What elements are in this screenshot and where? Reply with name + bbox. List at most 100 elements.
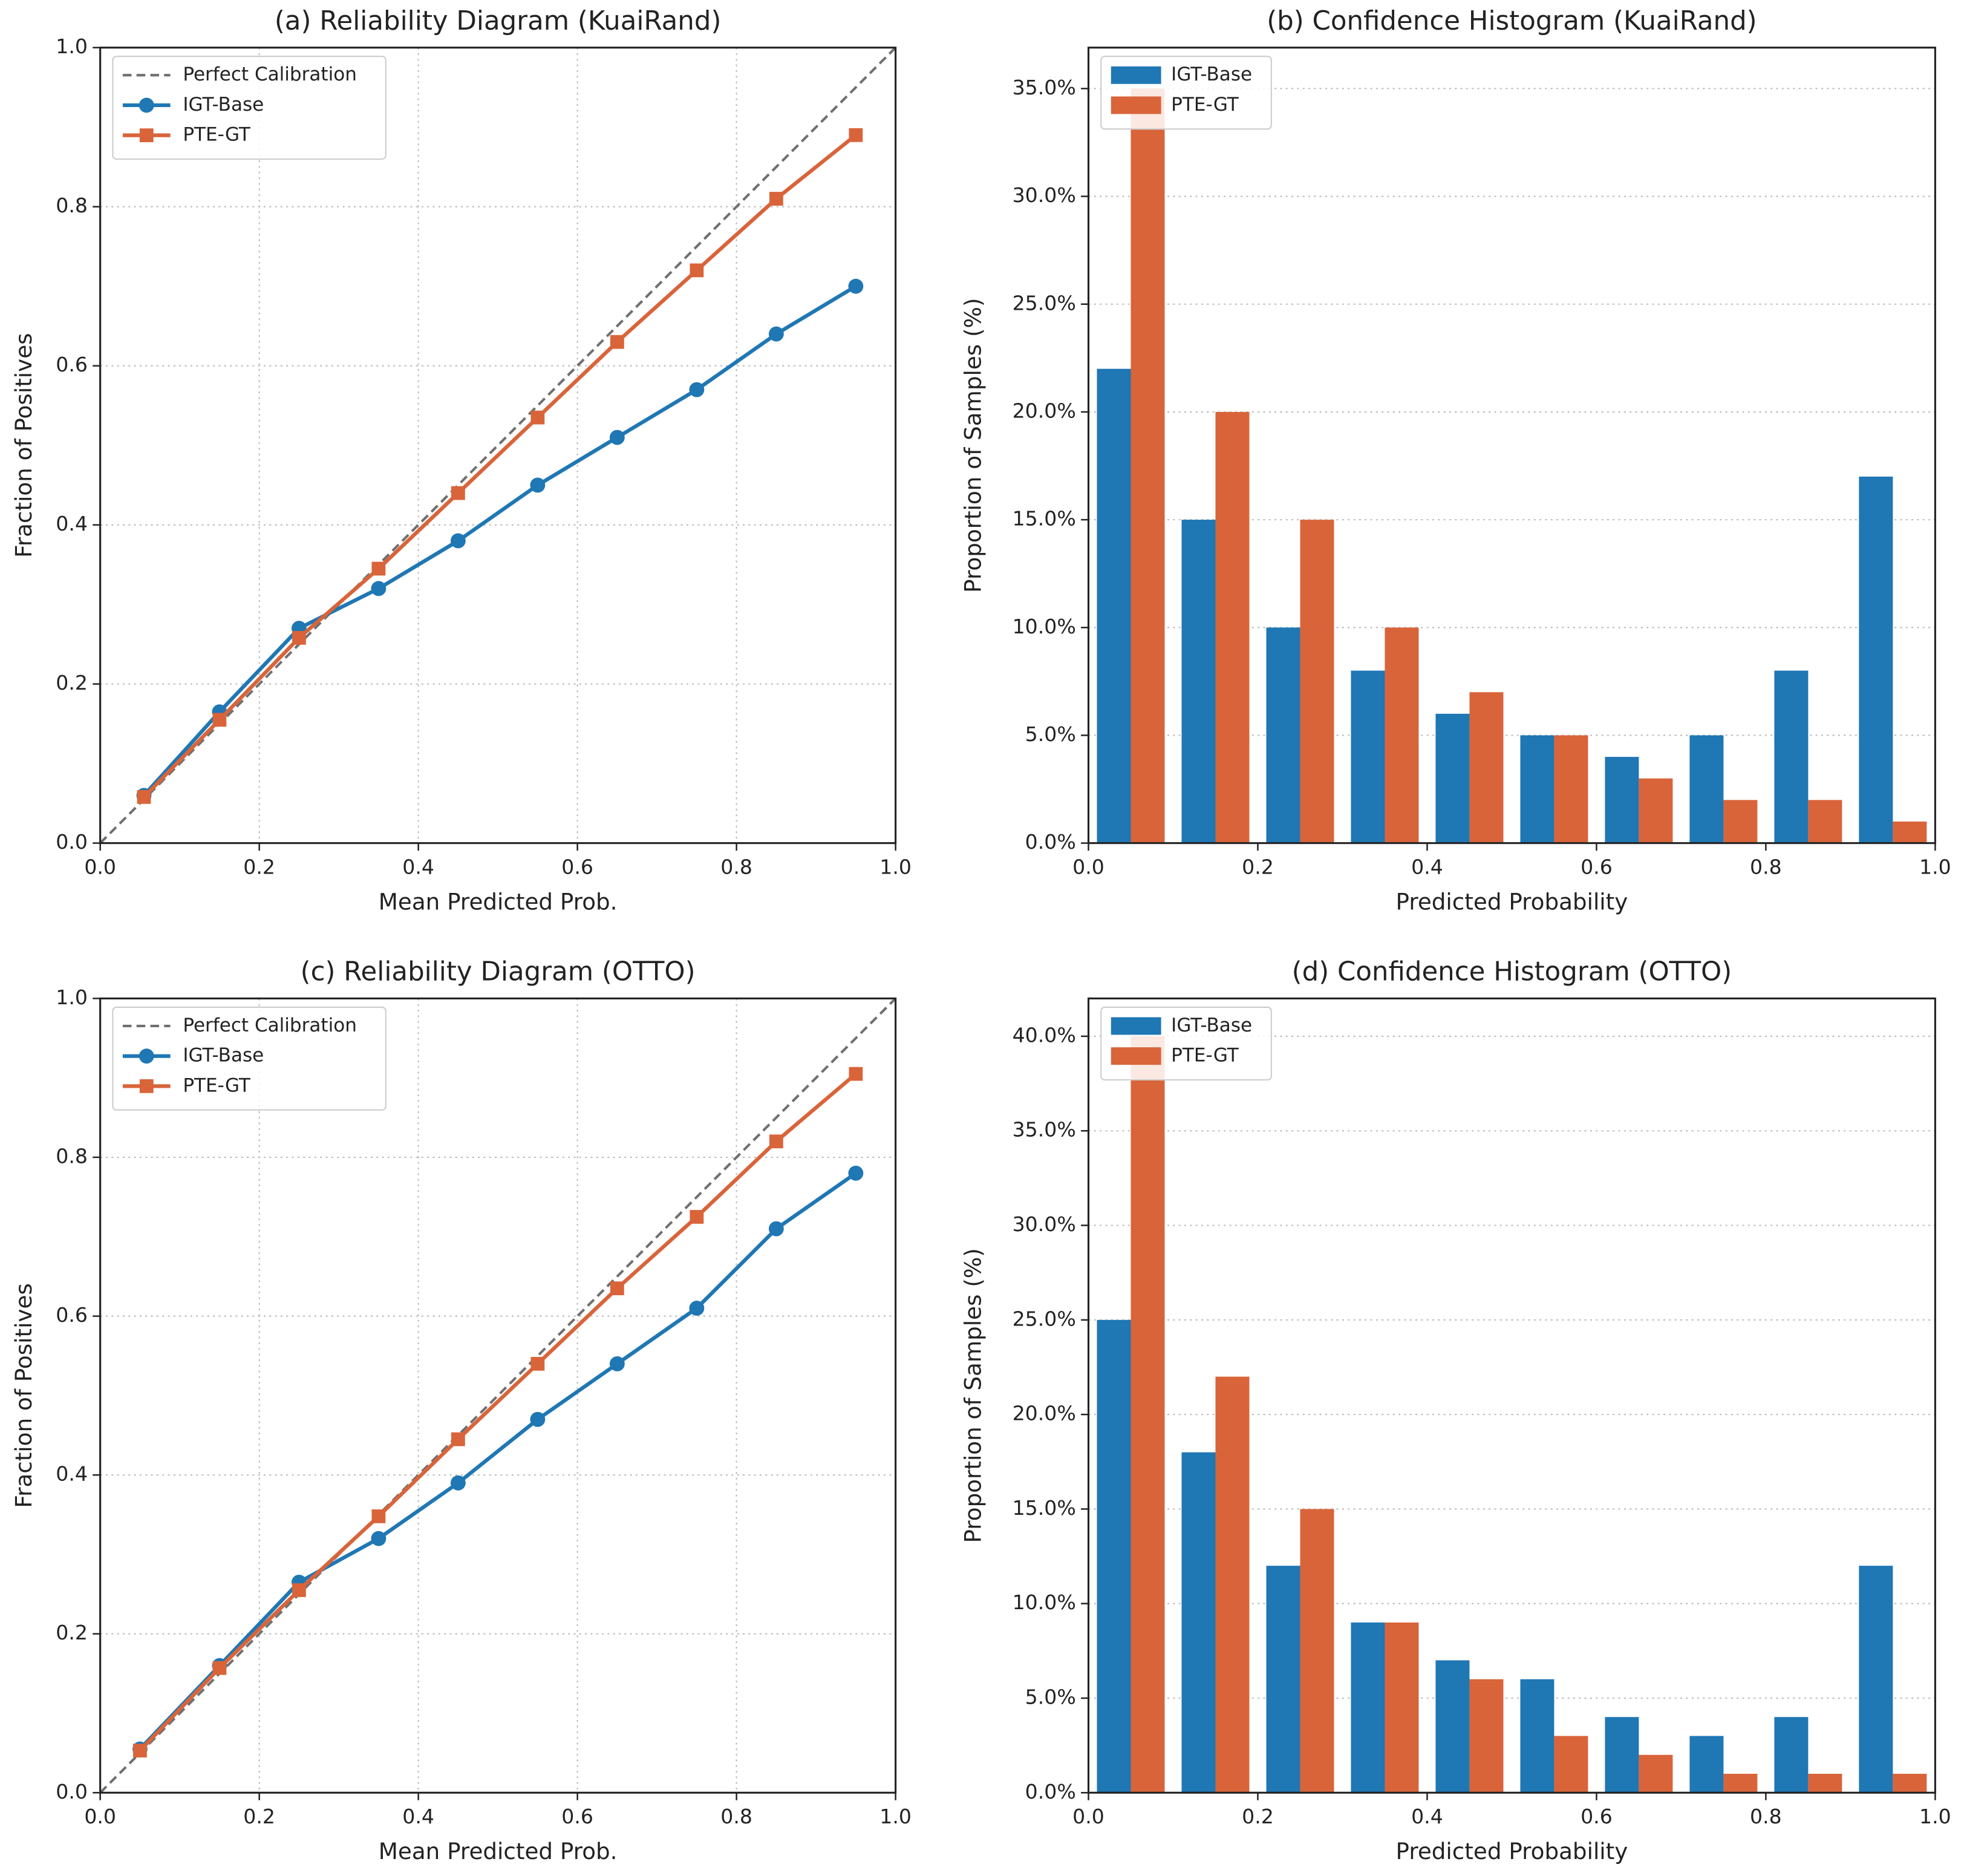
bar <box>1300 1509 1334 1793</box>
y-tick-label: 15.0% <box>1013 507 1076 531</box>
legend-swatch <box>1111 66 1161 84</box>
x-tick-label: 0.2 <box>243 855 275 879</box>
bar <box>1774 1717 1809 1793</box>
series-line <box>139 1072 857 1752</box>
legend-box <box>112 1006 387 1111</box>
legend-label: PTE-GT <box>183 124 251 146</box>
bar <box>1130 88 1165 843</box>
bar <box>1859 1566 1893 1793</box>
x-tick-label: 0.2 <box>243 1805 275 1828</box>
bar <box>1808 800 1842 843</box>
marker <box>139 1048 154 1064</box>
bar <box>1605 1717 1639 1793</box>
bar <box>1351 670 1385 843</box>
marker <box>292 1583 306 1597</box>
legend: Perfect Calibration IGT-Base PTE-GT <box>112 1006 387 1111</box>
panel: 0.0 0.2 0.4 0.6 0.8 1.0 0.0 0.2 0.4 0.6 0.8 1.0 (a) … <box>10 6 912 915</box>
marker <box>292 630 306 645</box>
marker <box>689 382 705 397</box>
bar <box>1689 1736 1724 1793</box>
legend-label: PTE-GT <box>1171 1045 1239 1067</box>
y-axis-label: Proportion of Samples (%) <box>960 1248 987 1543</box>
legend-label: IGT-Base <box>1171 1015 1252 1036</box>
x-axis-label: Mean Predicted Prob. <box>379 889 618 915</box>
y-tick-label: 40.0% <box>1013 1023 1076 1047</box>
marker <box>769 192 783 206</box>
x-tick-label: 0.8 <box>720 855 752 879</box>
bar <box>1808 1774 1842 1793</box>
x-tick-label: 1.0 <box>879 855 912 879</box>
bar <box>1774 670 1809 843</box>
marker <box>530 477 546 493</box>
chart-title: (c) Reliability Diagram (OTTO) <box>301 956 696 987</box>
legend-swatch <box>1111 1047 1161 1065</box>
marker <box>768 1221 784 1237</box>
y-axis-label: Fraction of Positives <box>10 1283 37 1508</box>
x-tick-label: 0.0 <box>1072 855 1104 879</box>
marker <box>690 263 704 278</box>
bar <box>1351 1622 1385 1793</box>
axes-frame <box>1087 47 1936 845</box>
bar <box>1215 411 1250 843</box>
x-tick-label: 0.2 <box>1242 1805 1274 1828</box>
bar <box>1554 1736 1588 1793</box>
marker <box>530 410 545 425</box>
marker <box>610 1281 624 1296</box>
bar <box>1266 1566 1300 1793</box>
bar <box>1469 1679 1504 1793</box>
y-tick-label: 1.0 <box>56 985 88 1009</box>
y-tick-label: 25.0% <box>1013 1307 1076 1330</box>
marker <box>139 128 154 143</box>
marker <box>689 1301 705 1316</box>
marker <box>769 1134 783 1149</box>
marker <box>690 1210 704 1224</box>
y-tick-label: 15.0% <box>1013 1496 1076 1520</box>
legend: Perfect Calibration IGT-Base PTE-GT <box>112 56 387 160</box>
y-tick-label: 30.0% <box>1013 1212 1076 1236</box>
marker <box>768 326 784 342</box>
marker <box>451 1432 465 1446</box>
marker <box>139 1079 154 1093</box>
panel: 0.0 0.2 0.4 0.6 0.8 1.0 0.0 0.2 0.4 0.6 0.8 1.0 (c) … <box>10 956 912 1865</box>
x-tick-label: 0.4 <box>1411 1805 1443 1828</box>
marker <box>848 278 864 294</box>
marker <box>450 533 466 549</box>
y-tick-label: 35.0% <box>1013 1118 1076 1142</box>
legend-swatch <box>1111 1017 1161 1035</box>
marker <box>610 335 624 349</box>
chart-title: (d) Confidence Histogram (OTTO) <box>1292 956 1732 987</box>
axes-frame <box>1087 997 1936 1794</box>
bar <box>1469 692 1504 843</box>
marker <box>371 581 387 596</box>
x-tick-label: 0.2 <box>1242 855 1274 879</box>
legend-label: IGT-Base <box>183 1045 264 1067</box>
bar <box>1266 627 1300 843</box>
x-tick-label: 0.6 <box>1581 855 1613 879</box>
y-axis-label: Fraction of Positives <box>10 333 37 557</box>
marker <box>530 1411 546 1427</box>
y-tick-label: 0.0% <box>1025 1780 1076 1803</box>
bar <box>1300 520 1334 843</box>
x-tick-label: 0.0 <box>84 855 116 879</box>
y-tick-label: 0.0 <box>56 1780 88 1803</box>
series-line <box>99 997 897 1794</box>
x-tick-label: 0.6 <box>561 1805 593 1828</box>
series-line <box>139 1171 857 1751</box>
x-tick-label: 0.4 <box>1411 855 1443 879</box>
bar <box>1689 735 1724 843</box>
marker <box>212 713 227 727</box>
x-axis-label: Predicted Probability <box>1396 889 1628 915</box>
y-tick-label: 0.6 <box>56 353 88 376</box>
bar <box>1097 1319 1131 1793</box>
axes-frame <box>99 997 897 1794</box>
x-tick-label: 0.8 <box>720 1805 752 1828</box>
bar <box>1097 368 1131 843</box>
x-tick-label: 1.0 <box>1919 855 1951 879</box>
bar <box>1181 520 1216 843</box>
bar <box>1385 627 1419 843</box>
bar <box>1859 476 1893 843</box>
series-line <box>99 47 897 845</box>
bar <box>1520 1679 1555 1793</box>
x-axis-label: Mean Predicted Prob. <box>379 1838 618 1865</box>
y-axis-label: Proportion of Samples (%) <box>960 298 987 592</box>
